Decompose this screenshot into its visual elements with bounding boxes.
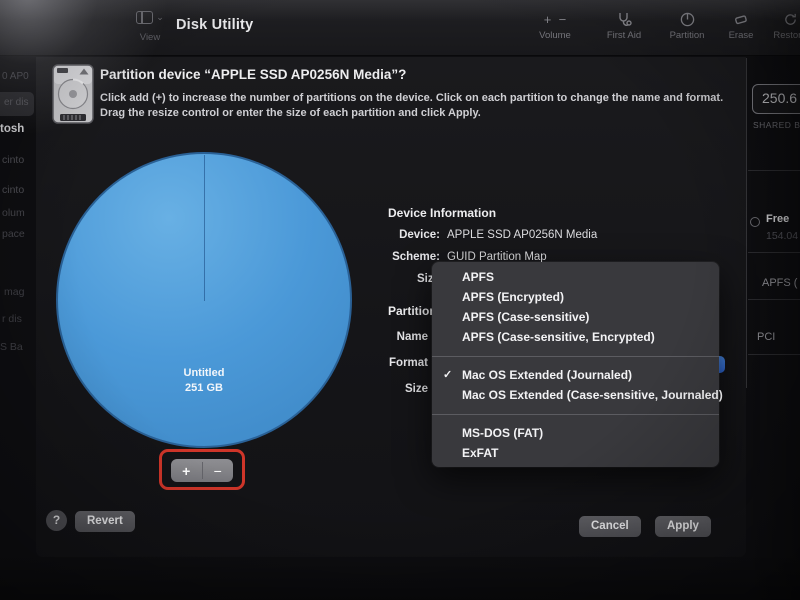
first-aid-button[interactable]: First Aid [591, 10, 657, 41]
free-radio-button[interactable] [750, 217, 760, 227]
title-bar: ⌄ View Disk Utility + − Volume First Aid [0, 0, 800, 56]
erase-label: Erase [728, 30, 754, 41]
divider [748, 170, 800, 171]
divider [748, 299, 800, 300]
menu-item-ms-dos-fat[interactable]: MS-DOS (FAT) [462, 426, 544, 440]
volume-button[interactable]: + − Volume [519, 10, 591, 42]
sidebar-item-fragment[interactable]: pace [2, 228, 25, 240]
sheet-description: Click add (+) to increase the number of … [100, 92, 724, 119]
partition-button[interactable]: Partition [657, 10, 717, 41]
device-value: APPLE SSD AP0256N Media [447, 229, 598, 241]
format-label: Format [389, 357, 428, 369]
sidebar-item-fragment[interactable]: olum [2, 207, 25, 219]
free-size-value: 154.04 [766, 230, 799, 242]
eraser-icon [733, 10, 749, 28]
restore-button[interactable]: Restore [765, 10, 800, 41]
sidebar-item-fragment[interactable]: mag [4, 286, 25, 298]
sidebar-item-fragment[interactable]: 0 AP0 [2, 71, 29, 82]
name-label: Name [396, 331, 428, 343]
sidebar-item-fragment[interactable]: r dis [2, 313, 22, 325]
sidebar-item-fragment[interactable]: cinto [2, 154, 25, 166]
revert-button[interactable]: Revert [75, 511, 135, 532]
device-information-section: Device Information Device: APPLE SSD AP02… [388, 206, 597, 285]
cancel-button[interactable]: Cancel [579, 516, 641, 537]
erase-button[interactable]: Erase [717, 10, 765, 41]
menu-divider [432, 414, 719, 415]
add-remove-volume-icon: + − [543, 11, 567, 27]
scheme-label: Scheme: [392, 251, 440, 263]
volume-label: Volume [539, 30, 571, 41]
toolbar: + − Volume First Aid Partition [519, 10, 800, 42]
menu-item-apfs-case-sensitive[interactable]: APFS (Case-sensitive) [462, 310, 590, 324]
view-button[interactable]: ⌄ View [128, 11, 172, 43]
view-button-label: View [139, 32, 161, 43]
menu-item-apfs[interactable]: APFS [462, 270, 495, 284]
free-label: Free [766, 213, 790, 225]
menu-item-apfs-encrypted[interactable]: APFS (Encrypted) [462, 290, 565, 304]
sidebar-item-fragment[interactable]: cinto [2, 184, 25, 196]
apply-button[interactable]: Apply [655, 516, 711, 537]
sheet-title: Partition device “APPLE SSD AP0256N Medi… [100, 67, 407, 82]
size-value-box: 250.6 [752, 84, 800, 114]
apfs-fragment: APFS ( [762, 277, 798, 289]
menu-item-exfat[interactable]: ExFAT [462, 446, 499, 460]
help-button[interactable]: ? [46, 510, 67, 531]
hard-drive-icon [52, 64, 94, 124]
partition-size: 251 GB [185, 382, 223, 394]
menu-item-apfs-case-sensitive-encrypted[interactable]: APFS (Case-sensitive, Encrypted) [462, 330, 655, 344]
app-title: Disk Utility [176, 17, 254, 33]
format-dropdown-menu: APFS APFS (Encrypted) APFS (Case-sensiti… [432, 262, 723, 467]
partition-pie-chart[interactable]: Untitled 251 GB [56, 152, 352, 448]
sidebar-item-fragment[interactable]: er dis [4, 97, 29, 108]
sidebar-item-fragment[interactable]: tosh [0, 123, 25, 135]
size-label: Size [404, 383, 428, 395]
checkmark-icon: ✓ [443, 369, 453, 381]
restore-arrow-icon [783, 10, 798, 28]
pci-fragment: PCI [757, 331, 776, 343]
menu-item-mac-os-extended-case-sensitive[interactable]: Mac OS Extended (Case-sensitive, Journal… [462, 388, 723, 402]
partition-label: Partition [669, 30, 705, 41]
partition-pie-icon [680, 10, 695, 28]
sidebar-toggle-icon: ⌄ [136, 11, 164, 24]
partition-label: Untitled 251 GB [58, 366, 350, 396]
first-aid-label: First Aid [606, 30, 642, 41]
restore-label: Restore [773, 30, 800, 41]
device-label: Device: [399, 229, 440, 241]
stethoscope-icon [616, 10, 632, 28]
menu-divider [432, 356, 719, 357]
partition-divider-line[interactable] [204, 155, 205, 301]
menu-item-mac-os-extended-journaled[interactable]: ✓ Mac OS Extended (Journaled) [432, 365, 719, 385]
divider [748, 252, 800, 253]
divider [748, 354, 800, 355]
partition-name: Untitled [183, 367, 225, 379]
shared-by-label: SHARED BY [753, 120, 800, 130]
sidebar-item-fragment[interactable]: S Ba [0, 341, 23, 353]
device-info-header: Device Information [388, 206, 497, 220]
red-highlight-annotation [159, 449, 245, 490]
